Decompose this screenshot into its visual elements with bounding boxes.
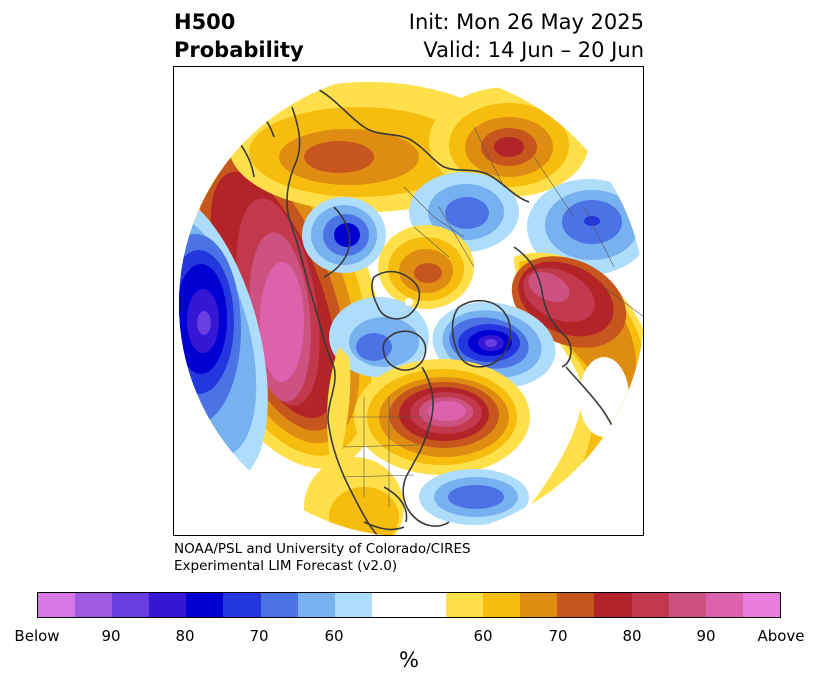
borders <box>341 126 643 507</box>
credit: NOAA/PSL and University of Colorado/CIRE… <box>174 541 471 575</box>
colorbar-segment <box>260 593 298 617</box>
colorbar-segment <box>149 593 187 617</box>
colorbar-segment <box>186 593 224 617</box>
anomaly-atlantic-east-below <box>579 357 629 437</box>
colorbar-tick-label: 60 <box>324 627 344 645</box>
colorbar-tick-label: Above <box>757 627 805 645</box>
title-right: Init: Mon 26 May 2025 Valid: 14 Jun – 20… <box>409 8 644 64</box>
anomaly-east-siberia-below <box>302 197 386 273</box>
colorbar-segment <box>520 593 558 617</box>
colorbar-segment <box>75 593 113 617</box>
credit-line2: Experimental LIM Forecast (v2.0) <box>174 558 398 574</box>
probability-field <box>179 82 643 535</box>
colorbar-unit: % <box>399 648 419 672</box>
colorbar-segment <box>594 593 632 617</box>
colorbar-segment <box>705 593 743 617</box>
anomaly-far-east-above <box>229 82 509 212</box>
colorbar-tick-label: 90 <box>696 627 716 645</box>
colorbar-segment <box>334 593 372 617</box>
colorbar-tick-label: 60 <box>473 627 493 645</box>
colorbar-segment <box>483 593 521 617</box>
anomaly-eastern-north-america-above <box>354 359 530 475</box>
valid-range: Valid: 14 Jun – 20 Jun <box>423 38 644 62</box>
title-left: H500 Probability <box>174 8 304 64</box>
map-panel <box>173 66 644 536</box>
colorbar-segment <box>446 593 484 617</box>
probability-map <box>179 82 643 535</box>
colorbar-tick-label: Below <box>14 627 60 645</box>
credit-line1: NOAA/PSL and University of Colorado/CIRE… <box>174 541 471 557</box>
anomaly-eurasia-below <box>527 179 643 275</box>
colorbar-segment <box>371 593 409 617</box>
pole-marker <box>405 298 413 306</box>
colorbar-segment <box>408 593 447 617</box>
colorbar-segment <box>742 593 780 617</box>
colorbar-segment <box>668 593 706 617</box>
variable-label: H500 <box>174 10 236 34</box>
init-date: Init: Mon 26 May 2025 <box>408 10 644 34</box>
colorbar-segment <box>112 593 150 617</box>
anomaly-atlantic-below <box>419 469 529 525</box>
colorbar-segment <box>297 593 335 617</box>
colorbar-tick-label: 70 <box>249 627 269 645</box>
colorbar-segment <box>631 593 669 617</box>
colorbar-segment <box>38 593 76 617</box>
colorbar-segment <box>557 593 595 617</box>
colorbar <box>37 592 781 618</box>
anomaly-arctic-above <box>378 225 474 309</box>
colorbar-tick-label: 90 <box>101 627 121 645</box>
colorbar-tick-label: 80 <box>622 627 642 645</box>
colorbar-tick-label: 80 <box>175 627 195 645</box>
product-label: Probability <box>174 38 304 62</box>
colorbar-segment <box>223 593 261 617</box>
anomaly-pacific-below <box>179 191 268 483</box>
colorbar-tick-label: 70 <box>548 627 568 645</box>
